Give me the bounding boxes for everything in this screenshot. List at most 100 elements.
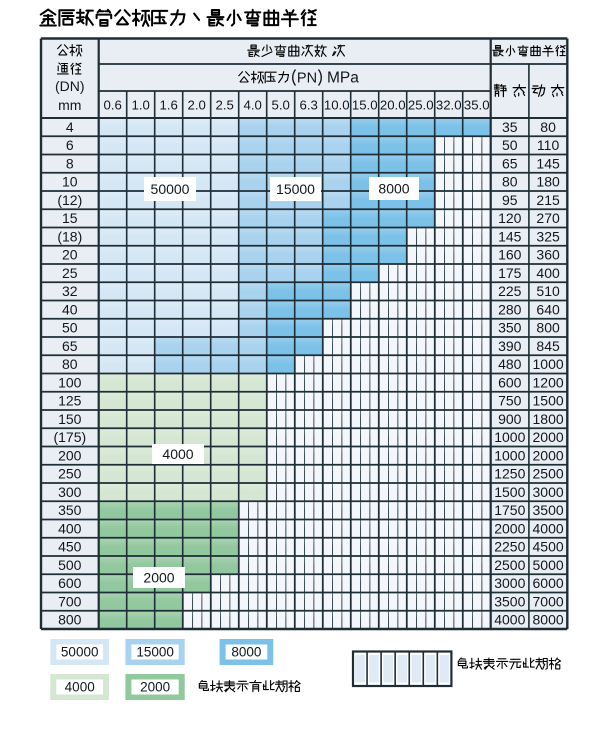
svg-text:mm: mm <box>58 97 81 113</box>
svg-text:120: 120 <box>498 210 522 226</box>
svg-text:4: 4 <box>66 119 74 135</box>
svg-text:(12): (12) <box>57 192 82 208</box>
svg-text:80: 80 <box>62 356 78 372</box>
svg-text:50: 50 <box>62 320 78 336</box>
svg-text:0.6: 0.6 <box>104 98 122 113</box>
svg-text:175: 175 <box>498 265 522 281</box>
svg-text:2000: 2000 <box>143 569 174 585</box>
svg-text:(18): (18) <box>57 228 82 244</box>
svg-text:5.0: 5.0 <box>272 98 290 113</box>
svg-text:1.0: 1.0 <box>132 98 150 113</box>
svg-text:1500: 1500 <box>533 393 564 409</box>
svg-text:200: 200 <box>58 447 82 463</box>
svg-text:640: 640 <box>536 301 560 317</box>
svg-text:350: 350 <box>58 502 82 518</box>
svg-text:2000: 2000 <box>494 520 525 536</box>
svg-text:3500: 3500 <box>494 593 525 609</box>
svg-text:145: 145 <box>498 228 522 244</box>
svg-text:145: 145 <box>536 155 560 171</box>
svg-text:2000: 2000 <box>533 447 564 463</box>
svg-text:6: 6 <box>66 137 74 153</box>
svg-text:390: 390 <box>498 338 522 354</box>
svg-text:845: 845 <box>536 338 560 354</box>
svg-text:8: 8 <box>66 155 74 171</box>
svg-text:3000: 3000 <box>494 575 525 591</box>
svg-text:4.0: 4.0 <box>244 98 262 113</box>
svg-text:2000: 2000 <box>140 680 170 695</box>
svg-text:4000: 4000 <box>533 520 564 536</box>
svg-text:180: 180 <box>536 174 560 190</box>
svg-text:1250: 1250 <box>494 466 525 482</box>
svg-text:(DN): (DN) <box>55 78 85 94</box>
svg-text:35.0: 35.0 <box>464 98 490 113</box>
svg-text:125: 125 <box>58 393 82 409</box>
svg-text:2.0: 2.0 <box>188 98 206 113</box>
svg-text:15: 15 <box>62 210 78 226</box>
svg-text:1500: 1500 <box>494 484 525 500</box>
svg-text:215: 215 <box>536 192 560 208</box>
svg-text:150: 150 <box>58 411 82 427</box>
svg-text:8000: 8000 <box>231 645 261 660</box>
svg-text:400: 400 <box>536 265 560 281</box>
svg-text:800: 800 <box>58 612 82 628</box>
svg-text:15000: 15000 <box>136 645 174 660</box>
svg-text:1000: 1000 <box>494 429 525 445</box>
svg-text:50000: 50000 <box>61 645 99 660</box>
svg-text:3500: 3500 <box>533 502 564 518</box>
svg-text:95: 95 <box>502 192 518 208</box>
svg-text:325: 325 <box>536 228 560 244</box>
svg-text:32: 32 <box>62 283 78 299</box>
svg-text:1750: 1750 <box>494 502 525 518</box>
svg-text:300: 300 <box>58 484 82 500</box>
svg-text:20.0: 20.0 <box>380 98 406 113</box>
svg-text:35: 35 <box>502 119 518 135</box>
svg-text:2500: 2500 <box>533 466 564 482</box>
svg-text:2500: 2500 <box>494 557 525 573</box>
svg-text:8000: 8000 <box>378 180 409 196</box>
svg-text:15.0: 15.0 <box>352 98 378 113</box>
svg-text:5000: 5000 <box>533 557 564 573</box>
svg-text:4000: 4000 <box>494 612 525 628</box>
svg-text:600: 600 <box>58 575 82 591</box>
svg-text:450: 450 <box>58 539 82 555</box>
svg-text:40: 40 <box>62 301 78 317</box>
svg-text:10: 10 <box>62 174 78 190</box>
svg-text:4000: 4000 <box>162 446 193 462</box>
svg-text:900: 900 <box>498 411 522 427</box>
svg-text:65: 65 <box>62 338 78 354</box>
svg-text:7000: 7000 <box>533 593 564 609</box>
svg-text:80: 80 <box>502 174 518 190</box>
svg-text:360: 360 <box>536 247 560 263</box>
svg-text:600: 600 <box>498 374 522 390</box>
svg-text:225: 225 <box>498 283 522 299</box>
svg-text:280: 280 <box>498 301 522 317</box>
svg-text:800: 800 <box>536 320 560 336</box>
svg-text:3000: 3000 <box>533 484 564 500</box>
svg-text:10.0: 10.0 <box>324 98 350 113</box>
svg-text:500: 500 <box>58 557 82 573</box>
svg-text:2250: 2250 <box>494 539 525 555</box>
svg-text:480: 480 <box>498 356 522 372</box>
svg-text:PN: PN <box>297 71 317 87</box>
svg-text:50: 50 <box>502 137 518 153</box>
svg-text:100: 100 <box>58 374 82 390</box>
svg-text:MPa: MPa <box>327 70 359 87</box>
svg-text:4000: 4000 <box>65 680 95 695</box>
svg-text:(175): (175) <box>53 429 86 445</box>
svg-text:8000: 8000 <box>533 612 564 628</box>
svg-text:350: 350 <box>498 320 522 336</box>
svg-text:750: 750 <box>498 393 522 409</box>
svg-text:6000: 6000 <box>533 575 564 591</box>
svg-text:270: 270 <box>536 210 560 226</box>
svg-text:6.3: 6.3 <box>300 98 318 113</box>
svg-text:250: 250 <box>58 466 82 482</box>
svg-text:15000: 15000 <box>276 181 315 197</box>
svg-text:25.0: 25.0 <box>408 98 434 113</box>
svg-text:4500: 4500 <box>533 539 564 555</box>
svg-text:700: 700 <box>58 593 82 609</box>
svg-text:1.6: 1.6 <box>160 98 178 113</box>
svg-text:65: 65 <box>502 155 518 171</box>
svg-text:2.5: 2.5 <box>216 98 234 113</box>
svg-text:25: 25 <box>62 265 78 281</box>
svg-text:510: 510 <box>536 283 560 299</box>
